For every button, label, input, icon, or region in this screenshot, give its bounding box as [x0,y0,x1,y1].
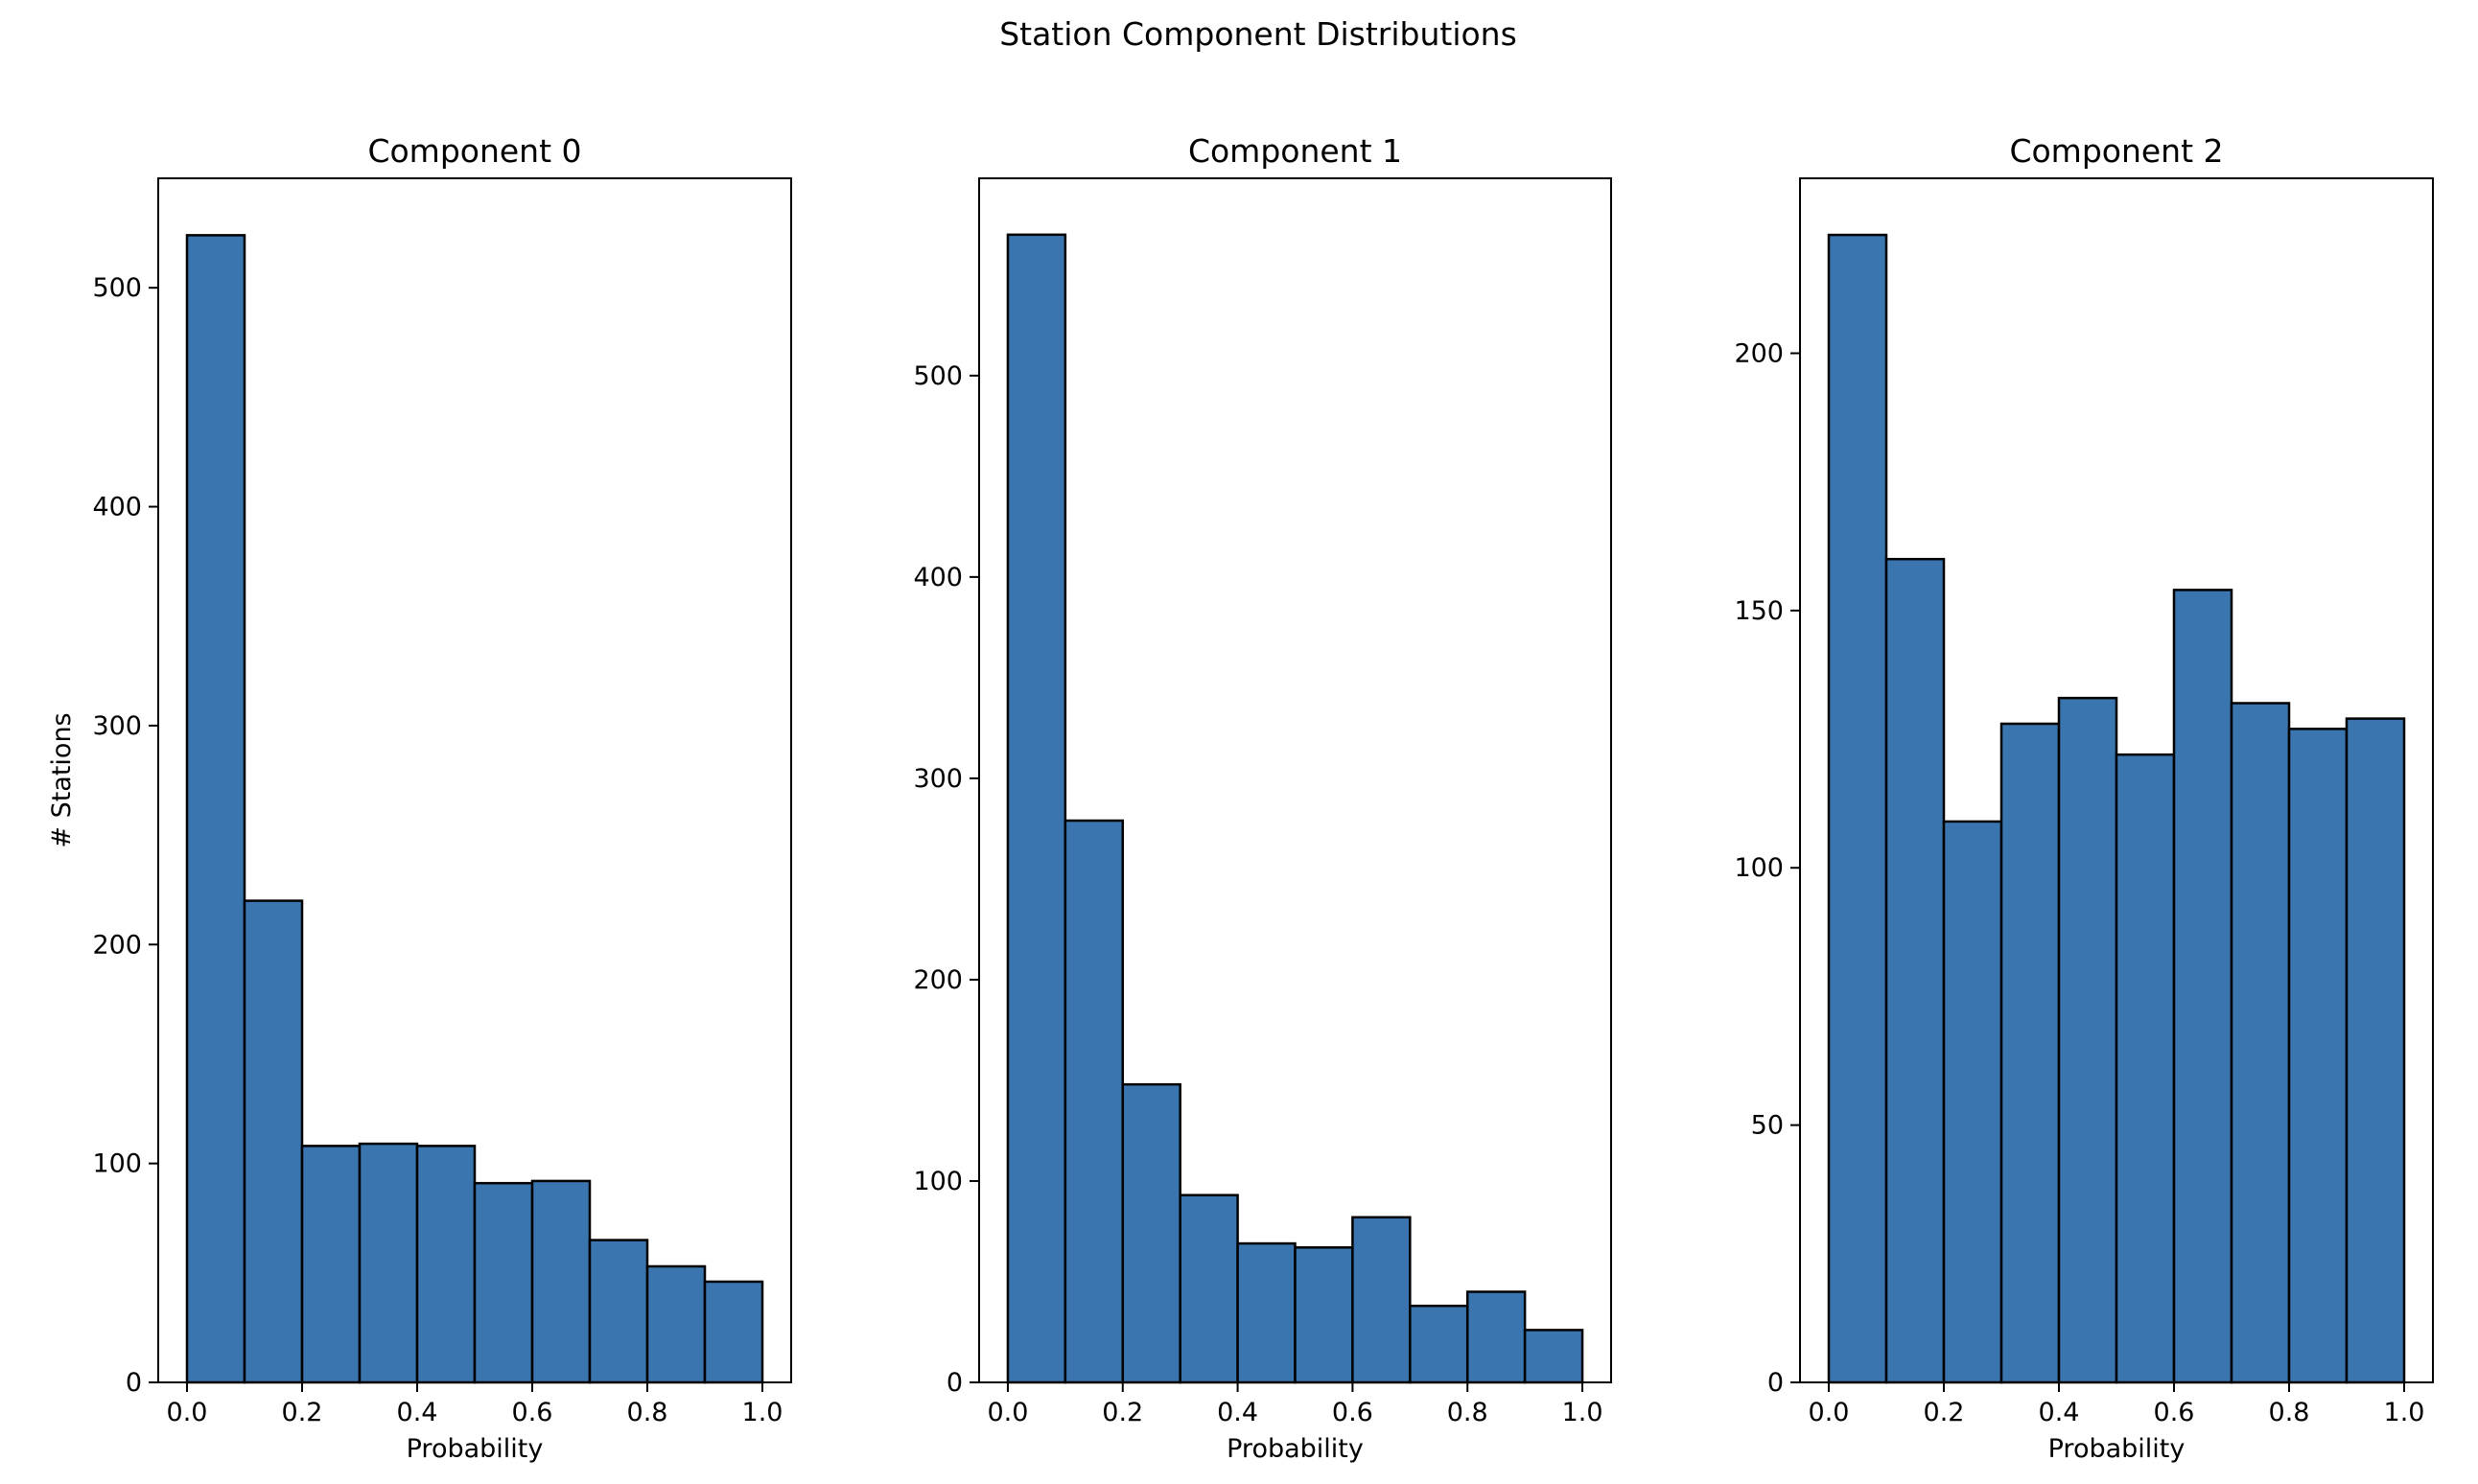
x-tick-label: 0.4 [2039,1398,2080,1427]
histogram-bar [358,1142,419,1384]
y-tick-label: 150 [1734,596,1784,626]
x-tick-label: 0.2 [1924,1398,1965,1427]
histogram-bar [1236,1241,1297,1384]
x-tick-label: 0.6 [2154,1398,2195,1427]
x-tick-label: 1.0 [1562,1398,1603,1427]
y-tick-label: 200 [1734,338,1784,368]
histogram-bar [703,1280,764,1384]
histogram-bar [2345,717,2406,1384]
histogram-bar [2172,589,2233,1384]
histogram-bar [415,1145,477,1384]
y-tick-label: 100 [92,1149,142,1179]
histogram-bar [1827,233,1888,1384]
panel-0: 0.0 0.2 0.4 0.6 0.8 1.0 0 100 200 300 400 500 Compon… [47,132,792,1464]
x-tick-label: 0.6 [512,1398,553,1427]
histogram-bar [473,1181,534,1384]
y-tick-label: 500 [913,361,963,391]
panel-1: 0.0 0.2 0.4 0.6 0.8 1.0 0 100 200 300 400 500 Compon… [913,132,1612,1464]
histogram-bar [530,1179,592,1384]
x-tick-label: 0.8 [2269,1398,2310,1427]
histogram-bar [1294,1246,1354,1384]
y-tick-label: 400 [92,493,142,522]
x-tick-label: 0.4 [397,1398,438,1427]
y-tick-label: 100 [913,1167,963,1196]
axes-frame [1799,177,2434,1383]
panels: 0.0 0.2 0.4 0.6 0.8 1.00100200300400500Compon… [47,132,2434,1464]
panel-title: Component 0 [367,132,581,170]
panel-title: Component 1 [1188,132,1402,170]
y-tick-label: 50 [1751,1111,1784,1141]
y-tick-label: 100 [1734,853,1784,883]
y-tick-label: 500 [92,273,142,303]
histogram-bar [2230,702,2291,1384]
axes-frame [978,177,1612,1383]
x-axis-label: Probability [407,1434,544,1464]
panel-2: 0.0 0.2 0.4 0.6 0.8 1.0 0 50 100 150 200 Component … [1734,132,2434,1464]
x-tick-label: 1.0 [2384,1398,2425,1427]
x-tick-label: 0.2 [282,1398,323,1427]
panel-title: Component 2 [2009,132,2223,170]
histogram-bar [645,1264,707,1384]
histogram-bar [1465,1290,1527,1384]
y-tick-label: 0 [947,1368,963,1398]
histogram-bar [300,1145,362,1384]
x-tick-label: 0.0 [167,1398,208,1427]
histogram-bar [1942,820,2003,1384]
histogram-bar [1999,722,2061,1384]
figure-title: Station Component Distributions [999,15,1517,53]
y-tick-label: 200 [92,930,142,960]
x-tick-label: 1.0 [742,1398,783,1427]
x-axis-label: Probability [1227,1434,1364,1464]
histogram-bar [2057,696,2118,1384]
axes-frame [157,177,792,1383]
y-tick-label: 400 [913,563,963,592]
histogram-bar [1523,1329,1584,1384]
histogram-bar [1064,819,1125,1384]
y-tick-label: 200 [913,965,963,995]
x-axis-label: Probability [2048,1434,2186,1464]
histogram-bar [1409,1304,1469,1384]
histogram-bar [1351,1216,1412,1384]
histogram-bar [185,234,246,1384]
x-tick-label: 0.8 [1447,1398,1488,1427]
x-tick-label: 0.8 [627,1398,668,1427]
x-tick-label: 0.0 [1809,1398,1850,1427]
histogram-bar [1121,1082,1181,1384]
y-tick-label: 300 [913,764,963,794]
y-tick-label: 0 [1767,1368,1784,1398]
x-tick-label: 0.6 [1332,1398,1373,1427]
histogram-bar [2287,728,2349,1384]
y-axis-label: # Stations [47,712,77,847]
histogram-bar [243,899,304,1384]
x-tick-label: 0.0 [987,1398,1028,1427]
x-tick-label: 0.4 [1217,1398,1258,1427]
y-tick-label: 300 [92,711,142,741]
y-tick-label: 0 [126,1368,142,1398]
histogram-bar [2115,753,2176,1384]
x-tick-label: 0.2 [1102,1398,1143,1427]
histogram-bar [1884,557,1946,1384]
histogram-bar [1006,233,1067,1384]
histogram-bar [588,1239,649,1384]
histogram-bar [1179,1194,1239,1384]
